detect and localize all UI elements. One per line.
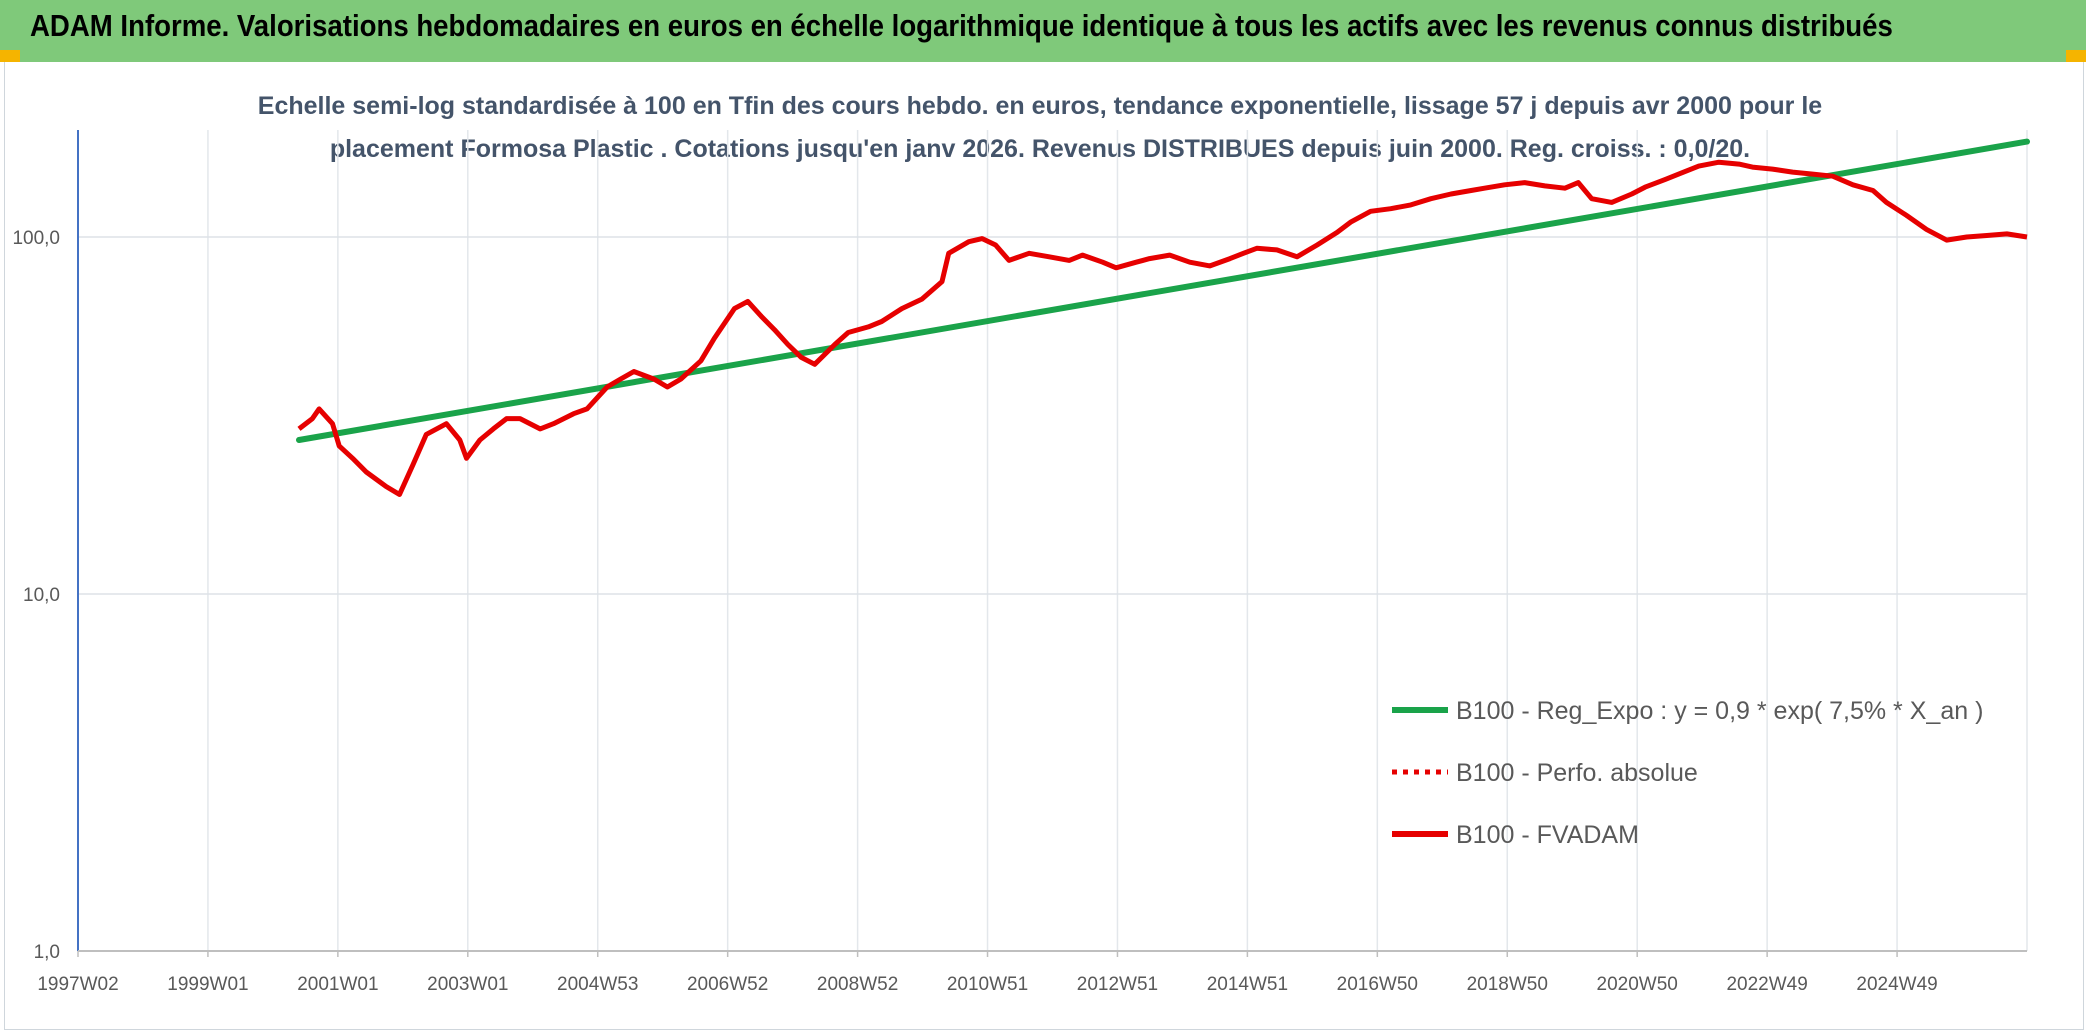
legend-label: B100 - FVADAM [1456, 821, 1639, 849]
x-tick-label: 2001W01 [297, 974, 378, 995]
x-tick-label: 2003W01 [427, 974, 508, 995]
chart-title-line2: placement Formosa Plastic . Cotations ju… [330, 135, 1750, 163]
title-banner [0, 0, 2086, 62]
x-tick-label: 2012W51 [1077, 974, 1158, 995]
chart-frame [4, 62, 2084, 1030]
x-tick-label: 1999W01 [167, 974, 248, 995]
x-tick-label: 2016W50 [1337, 974, 1418, 995]
legend-label: B100 - Perfo. absolue [1456, 759, 1698, 787]
x-tick-label: 2004W53 [557, 974, 638, 995]
chart-title-line1: Echelle semi-log standardisée à 100 en T… [258, 92, 1823, 120]
x-tick-label: 2008W52 [817, 974, 898, 995]
axes [77, 130, 2027, 957]
series-line-reg-expo [296, 138, 2030, 443]
x-tick-label: 2006W52 [687, 974, 768, 995]
x-tick-label: 2020W50 [1597, 974, 1678, 995]
legend: B100 - Reg_Expo : y = 0,9 * exp( 7,5% * … [1392, 697, 1983, 849]
y-tick-label: 1,0 [34, 942, 60, 963]
x-tick-label: 2014W51 [1207, 974, 1288, 995]
corner-marker-left [0, 50, 20, 62]
y-tick-label: 10,0 [23, 585, 60, 606]
x-tick-label: 1997W02 [37, 974, 118, 995]
page-title: ADAM Informe. Valorisations hebdomadaire… [30, 8, 1893, 43]
legend-label: B100 - Reg_Expo : y = 0,9 * exp( 7,5% * … [1456, 697, 1983, 725]
series-lines [296, 138, 2030, 497]
tick-labels: 1,0 10,0 100,0 1997W02 1999W01 2001W01 2003W01… [12, 228, 1937, 995]
x-tick-label: 2018W50 [1467, 974, 1548, 995]
gridlines [78, 130, 2028, 952]
y-tick-label: 100,0 [12, 228, 60, 249]
corner-marker-right [2066, 50, 2086, 62]
x-tick-label: 2010W51 [947, 974, 1028, 995]
series-line-fvadam [297, 159, 2028, 497]
x-tick-label: 2022W49 [1726, 974, 1807, 995]
x-tick-label: 2024W49 [1856, 974, 1937, 995]
